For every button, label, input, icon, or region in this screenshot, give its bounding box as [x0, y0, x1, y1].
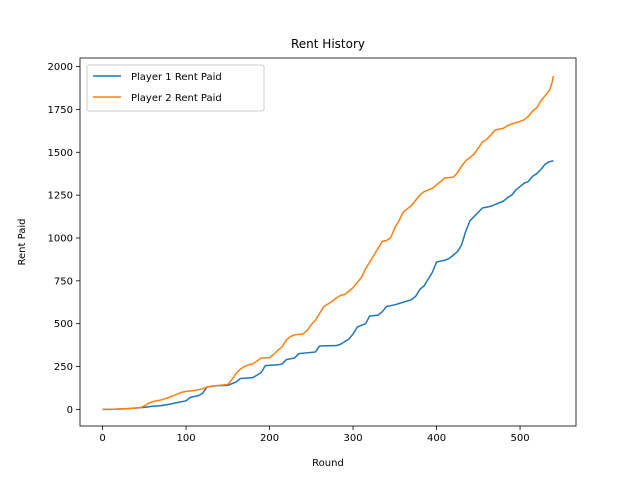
y-tick-label: 0: [67, 405, 73, 416]
plot-area-frame: [79, 57, 577, 427]
x-tick-label: 500: [511, 433, 530, 444]
y-tick-label: 1250: [48, 191, 73, 202]
y-tick-label: 1500: [48, 148, 73, 159]
x-axis-label: Round: [312, 458, 344, 469]
y-tick-label: 1750: [48, 105, 73, 116]
x-tick-label: 100: [177, 433, 196, 444]
y-tick-label: 250: [54, 362, 73, 373]
series-line-player-1: [102, 160, 554, 411]
y-tick-label: 750: [54, 276, 73, 287]
x-tick-label: 200: [260, 433, 279, 444]
series-line-player-2: [102, 75, 555, 411]
x-tick-label: 0: [99, 433, 105, 444]
x-tick-label: 400: [427, 433, 446, 444]
y-axis-label: Rent Paid: [17, 219, 28, 266]
plot-lines: [102, 75, 555, 411]
x-tick-label: 300: [344, 433, 363, 444]
legend-box: [86, 64, 265, 112]
y-tick-label: 500: [54, 319, 73, 330]
legend-label-player-2: Player 2 Rent Paid: [131, 93, 222, 104]
legend-label-player-1: Player 1 Rent Paid: [131, 72, 222, 83]
legend: Player 1 Rent Paid Player 2 Rent Paid: [86, 64, 265, 112]
chart-title: Rent History: [291, 37, 365, 51]
y-tick-label: 2000: [48, 62, 73, 73]
y-axis-ticks: 0 250 500 750 1000 1250 1500 1750 2000: [48, 62, 80, 416]
y-tick-label: 1000: [48, 233, 73, 244]
x-axis-ticks: 0 100 200 300 400 500: [99, 426, 530, 444]
